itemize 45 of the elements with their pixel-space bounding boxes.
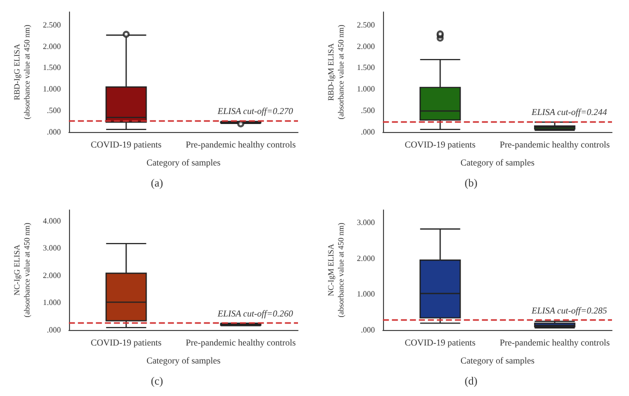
y-axis-title: NC-IgM ELISA (absorbance value at 450 nm) — [326, 222, 346, 318]
x-axis-title: Category of samples — [146, 158, 221, 168]
y-axis-title: NC-IgG ELISA (absorbance value at 450 nm) — [12, 222, 32, 318]
y-tick-label: 1.000 — [356, 290, 375, 299]
y-tick-label: 1.500 — [356, 63, 375, 72]
y-tick-label: 2.500 — [42, 20, 61, 30]
x-tick-label: Pre-pandemic healthy controls — [186, 140, 296, 150]
text: (b) — [464, 178, 478, 190]
y-tick-label: 1.000 — [42, 298, 61, 308]
x-tick-label: COVID-19 patients — [404, 140, 476, 150]
x-axis-title: Category of samples — [460, 158, 535, 168]
y-tick-label: 3.000 — [42, 244, 61, 253]
x-tick-label: Pre-pandemic healthy controls — [186, 338, 296, 348]
ref-line-label: ELISA cut-off=0.285 — [530, 305, 608, 316]
ref-line-label: ELISA cut-off=0.270 — [216, 106, 294, 116]
y-tick-label: 1.000 — [356, 84, 375, 94]
ref-line-label: ELISA cut-off=0.244 — [530, 107, 608, 118]
y-tick-label: .000 — [360, 326, 375, 334]
y-tick-label: 1.500 — [42, 63, 61, 72]
y-tick-label: 3.000 — [356, 218, 375, 228]
text: (c) — [150, 376, 164, 388]
y-tick-label: 1.000 — [42, 84, 61, 94]
x-tick-label: Pre-pandemic healthy controls — [500, 338, 610, 348]
x-tick-label: COVID-19 patients — [90, 338, 162, 348]
y-tick-label: .500 — [360, 106, 375, 116]
y-axis-title: RBD-IgM ELISA (absorbance value at 450 nm) — [326, 24, 346, 120]
y-tick-label: 2.000 — [356, 42, 375, 51]
y-tick-label: 2.000 — [42, 270, 61, 280]
y-tick-label: .000 — [360, 128, 375, 136]
y-tick-label: .000 — [46, 128, 61, 136]
y-tick-label: 4.000 — [42, 216, 61, 226]
y-tick-label: .500 — [46, 106, 61, 116]
y-tick-label: 2.000 — [356, 254, 375, 263]
x-tick-label: COVID-19 patients — [90, 140, 162, 150]
text: (d) — [464, 376, 478, 388]
ref-line-label: ELISA cut-off=0.260 — [216, 308, 294, 318]
x-axis-title: Category of samples — [460, 356, 535, 366]
y-tick-label: 2.500 — [356, 20, 375, 30]
y-axis-title: RBD-IgG ELISA (absorbance value at 450 nm) — [12, 24, 32, 120]
text: (a) — [150, 178, 164, 190]
x-tick-label: COVID-19 patients — [404, 338, 476, 348]
x-axis-title: Category of samples — [146, 356, 221, 366]
y-tick-label: 2.000 — [42, 42, 61, 51]
y-tick-label: .000 — [46, 326, 61, 334]
x-tick-label: Pre-pandemic healthy controls — [500, 140, 610, 150]
